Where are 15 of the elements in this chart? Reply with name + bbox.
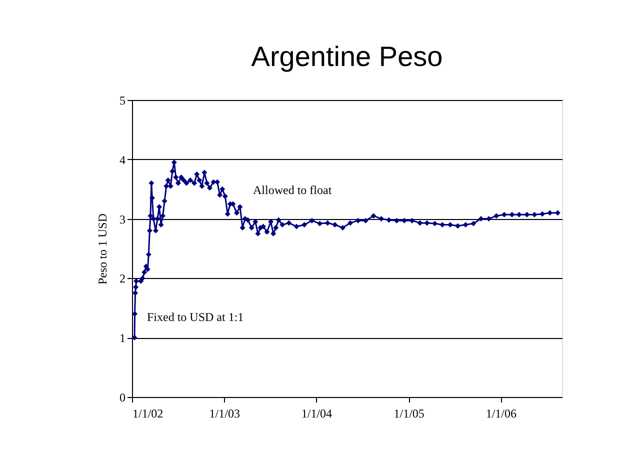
y-tick-label: 2 [120,272,126,286]
x-tick-label: 1/1/02 [132,406,164,420]
y-axis-title: Peso to 1 USD [96,213,110,285]
annotation: Allowed to float [253,183,332,197]
x-tick-label: 1/1/04 [301,406,332,420]
y-tick-label: 0 [120,390,126,404]
x-tick-label: 1/1/05 [394,406,424,420]
annotation: Fixed to USD at 1:1 [147,310,244,324]
y-tick-label: 4 [120,152,126,167]
y-tick-label: 5 [120,94,126,108]
y-tick-label: 1 [120,331,126,346]
y-tick-label: 3 [120,212,126,226]
chart-title: Argentine Peso [251,41,443,72]
x-tick-label: 1/1/03 [209,406,240,420]
x-tick-label: 1/1/06 [486,406,517,420]
